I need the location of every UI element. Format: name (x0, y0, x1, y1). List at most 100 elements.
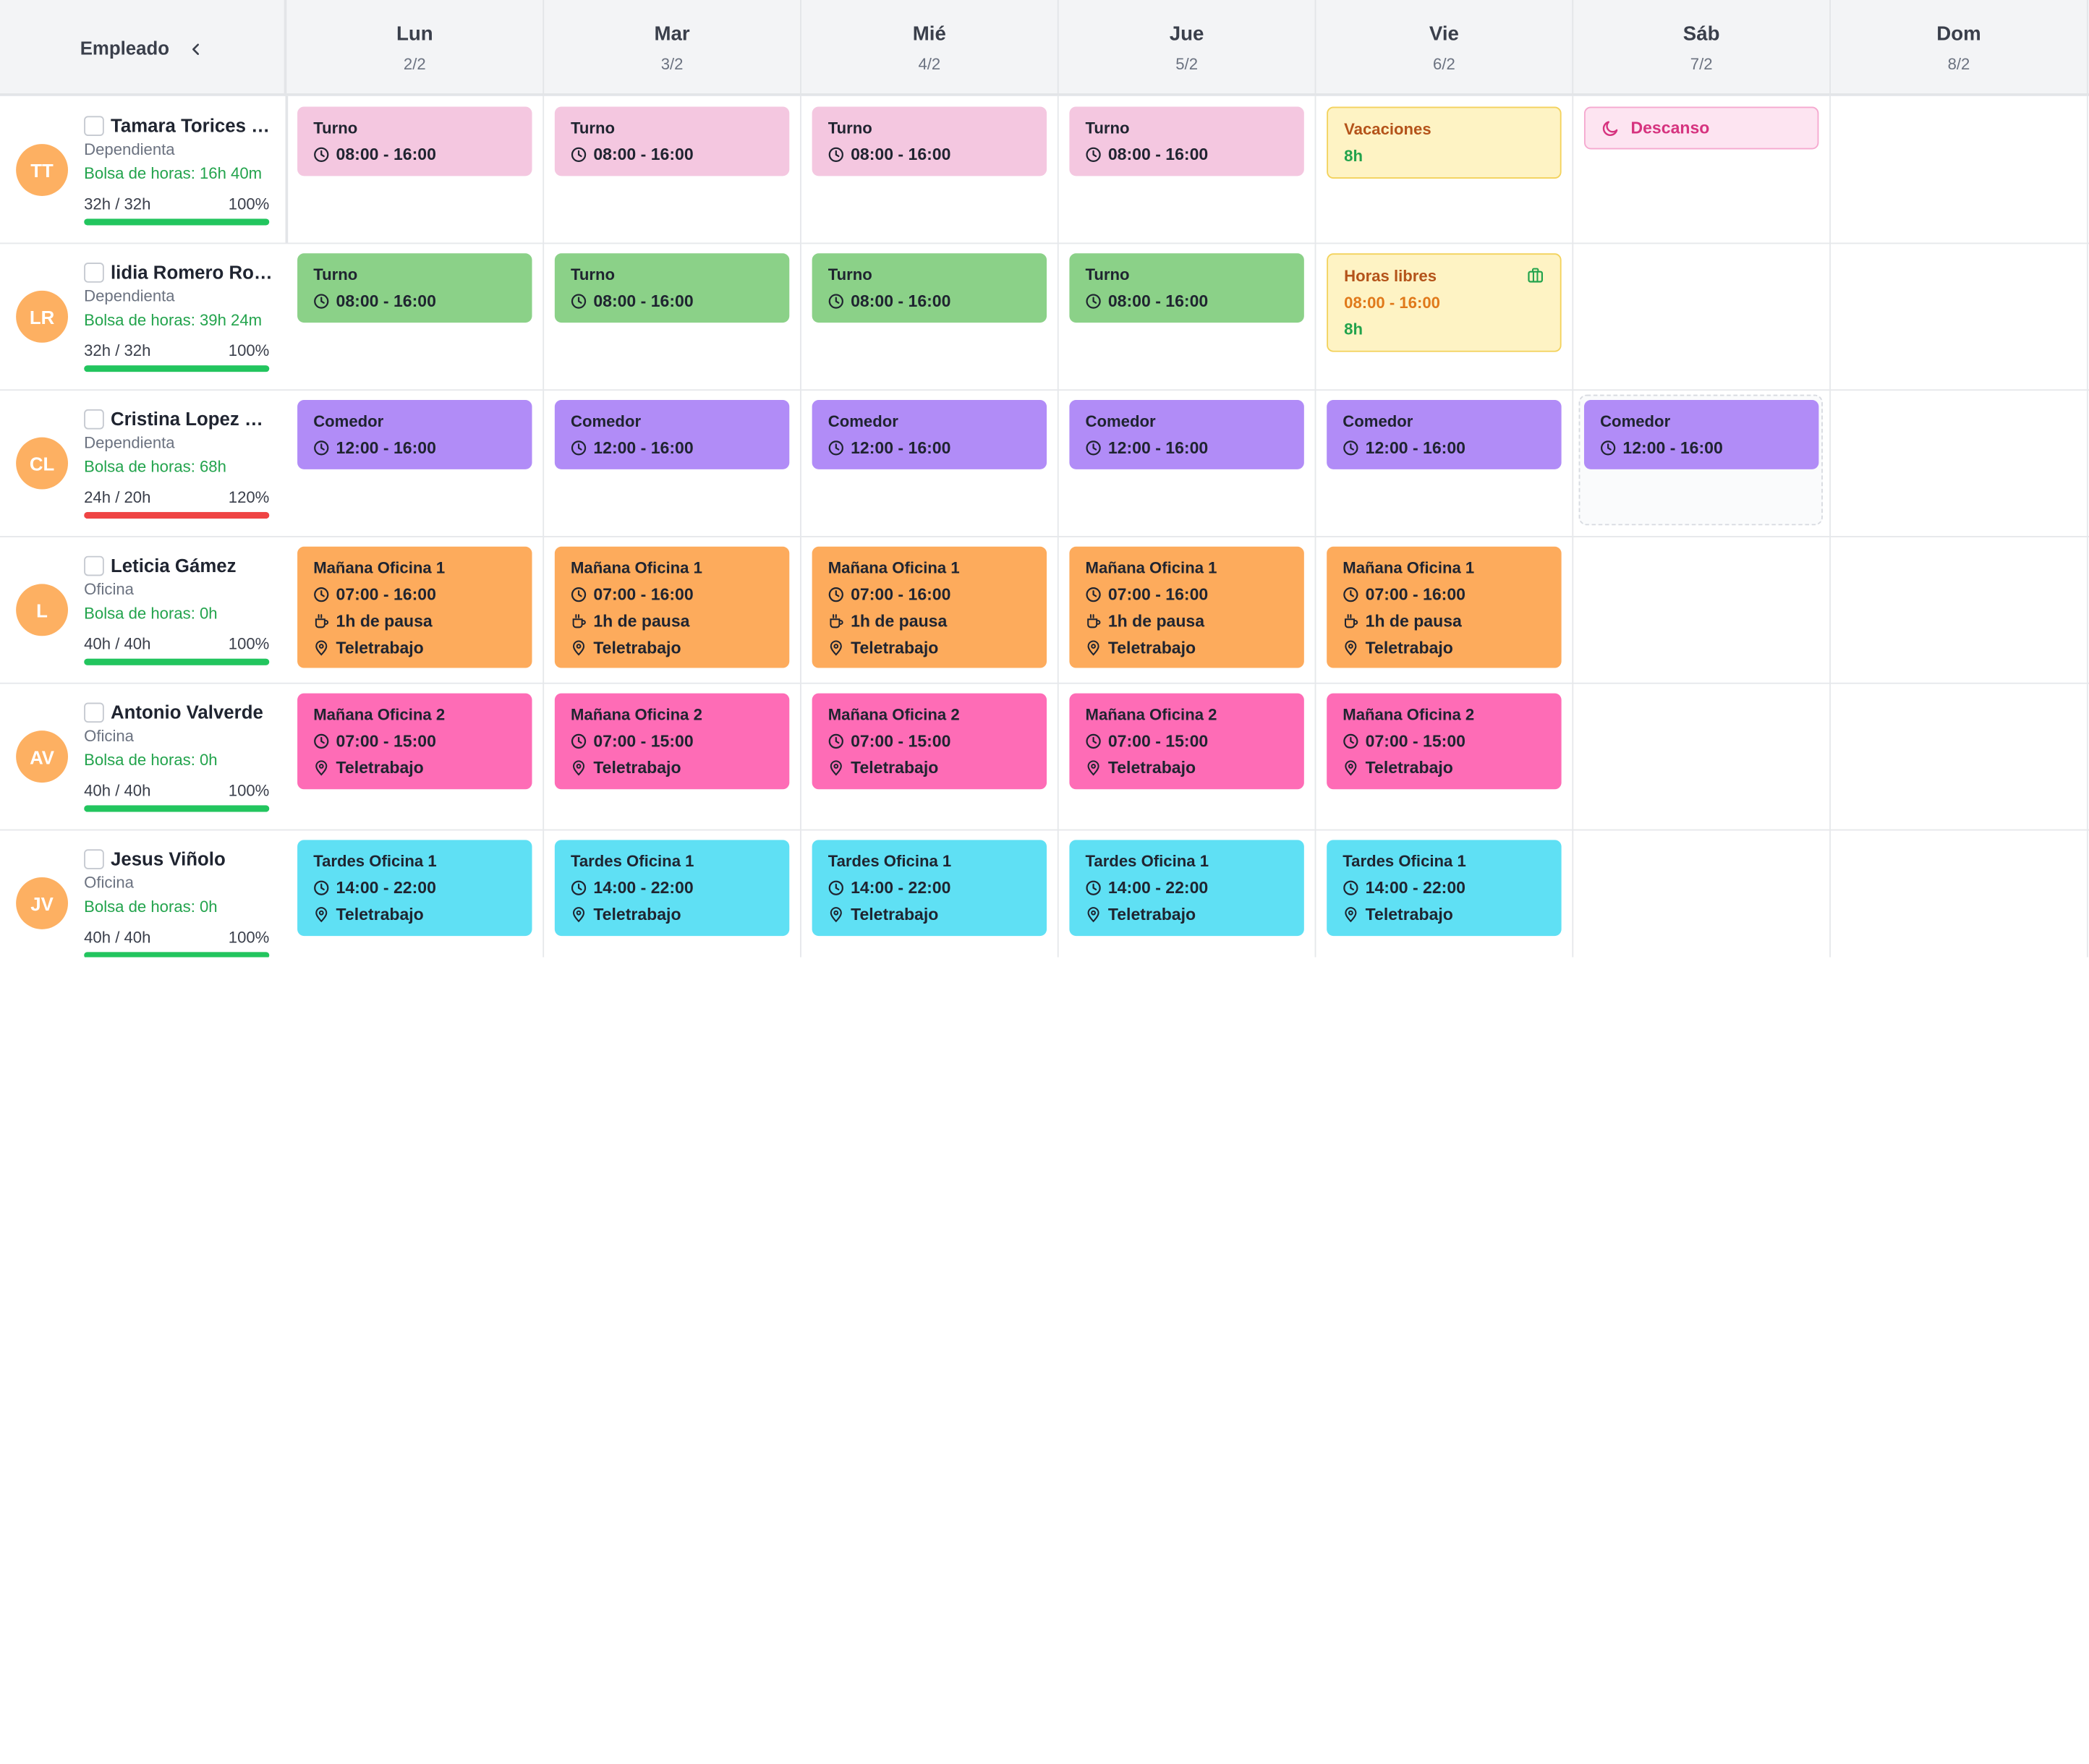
shift-time: 07:00 - 15:00 (593, 732, 694, 751)
employee-cell[interactable]: LR lidia Romero Rom... Dependienta Bolsa de… (0, 242, 285, 389)
employee-cell[interactable]: TT Tamara Torices Iz... Dependienta Bolsa d… (0, 96, 285, 243)
employee-role: Oficina (84, 579, 135, 599)
shift-title: Tardes Oficina 1 (1343, 851, 1466, 871)
row-divider (0, 242, 2089, 244)
shift-card[interactable]: Mañana Oficina 2 07:00 - 15:00 Teletrabajo (812, 693, 1047, 790)
avatar: AV (16, 730, 69, 783)
employee-name[interactable]: Leticia Gámez (111, 554, 237, 576)
employee-name[interactable]: Antonio Valverde (111, 701, 263, 723)
employee-column-label: Empleado (80, 37, 170, 59)
employee-checkbox[interactable] (84, 263, 104, 283)
shift-card[interactable]: Mañana Oficina 1 07:00 - 16:00 1h de pausa… (1327, 546, 1562, 668)
pin-icon (1343, 760, 1358, 776)
shift-card[interactable]: Vacaciones 8h (1327, 106, 1562, 179)
employee-column-header[interactable]: Empleado (0, 0, 287, 96)
shift-card[interactable]: Mañana Oficina 1 07:00 - 16:00 1h de pausa… (1069, 546, 1304, 668)
shift-time-row: 08:00 - 16:00 (828, 145, 1031, 164)
clock-icon (828, 294, 844, 310)
shift-location: Teletrabajo (1365, 638, 1453, 657)
employee-checkbox[interactable] (84, 116, 104, 137)
shift-location: Teletrabajo (1365, 758, 1453, 777)
employee-checkbox[interactable] (84, 849, 104, 869)
shift-card[interactable]: Tardes Oficina 1 14:00 - 22:00 Teletrabajo (812, 840, 1047, 937)
shift-card[interactable]: Tardes Oficina 1 14:00 - 22:00 Teletrabajo (1327, 840, 1562, 937)
shift-card[interactable]: Comedor 12:00 - 16:00 (554, 400, 790, 469)
shift-card[interactable]: Turno 08:00 - 16:00 (812, 106, 1047, 176)
shift-time: 07:00 - 16:00 (336, 585, 436, 605)
shift-time: 07:00 - 16:00 (1107, 585, 1209, 605)
hours-progress-fill (84, 511, 270, 519)
shift-card[interactable]: Mañana Oficina 1 07:00 - 16:00 1h de pausa… (554, 546, 790, 668)
shift-card[interactable]: Turno 08:00 - 16:00 (1069, 253, 1304, 323)
clock-icon (828, 587, 844, 602)
shift-location-row: Teletrabajo (1086, 906, 1288, 924)
shift-location: Teletrabajo (851, 905, 939, 924)
employee-checkbox[interactable] (84, 555, 104, 576)
employee-name[interactable]: Tamara Torices Iz... (111, 114, 273, 137)
shift-time-row: 08:00 - 16:00 (1086, 145, 1288, 164)
shift-card[interactable]: Mañana Oficina 2 07:00 - 15:00 Teletrabajo (1069, 693, 1304, 790)
shift-pause-row: 1h de pausa (1086, 612, 1288, 631)
day-header-3[interactable]: Jue 5/2 (1059, 0, 1316, 96)
row-divider (0, 536, 2089, 537)
clock-icon (1343, 440, 1358, 456)
chevron-left-icon[interactable] (188, 40, 204, 56)
day-header-6[interactable]: Dom 8/2 (1831, 0, 2088, 96)
shift-location: Teletrabajo (336, 905, 424, 924)
avatar: TT (16, 144, 69, 196)
shift-card[interactable]: Comedor 12:00 - 16:00 (1069, 400, 1304, 469)
day-header-0[interactable]: Lun 2/2 (286, 0, 545, 96)
shift-card[interactable]: Mañana Oficina 2 07:00 - 15:00 Teletrabajo (297, 693, 532, 790)
shift-time: 12:00 - 16:00 (593, 438, 694, 458)
employee-name[interactable]: Cristina Lopez Lo... (111, 408, 273, 430)
shift-card[interactable]: Comedor 12:00 - 16:00 (1583, 400, 1819, 469)
day-header-4[interactable]: Vie 6/2 (1316, 0, 1574, 96)
shift-card[interactable]: Tardes Oficina 1 14:00 - 22:00 Teletrabajo (1069, 840, 1304, 937)
shift-card[interactable]: Comedor 12:00 - 16:00 (297, 400, 532, 469)
cup-icon (571, 613, 587, 629)
hours-percent: 100% (228, 341, 270, 360)
clock-icon (1086, 587, 1102, 602)
shift-time: 07:00 - 15:00 (1107, 732, 1209, 751)
shift-time: 08:00 - 16:00 (1107, 291, 1209, 311)
shift-title: Tardes Oficina 1 (570, 851, 694, 871)
shift-card[interactable]: Mañana Oficina 1 07:00 - 16:00 1h de pausa… (812, 546, 1047, 668)
shift-location-row: Teletrabajo (828, 639, 1031, 657)
employee-checkbox[interactable] (84, 702, 104, 723)
employee-cell[interactable]: L Leticia Gámez Oficina Bolsa de horas: 0h 4… (0, 536, 285, 683)
shift-card[interactable]: Turno 08:00 - 16:00 (1069, 106, 1304, 176)
shift-card[interactable]: Mañana Oficina 1 07:00 - 16:00 1h de pausa… (297, 546, 532, 668)
shift-card[interactable]: Turno 08:00 - 16:00 (554, 253, 790, 323)
shift-time: 08:00 - 16:00 (1107, 145, 1209, 164)
employee-name[interactable]: lidia Romero Rom... (111, 261, 273, 283)
clock-icon (571, 733, 587, 749)
day-name: Mié (912, 22, 946, 46)
employee-name[interactable]: Jesus Viñolo (111, 848, 226, 869)
shift-card[interactable]: Comedor 12:00 - 16:00 (812, 400, 1047, 469)
day-header-1[interactable]: Mar 3/2 (544, 0, 801, 96)
shift-location: Teletrabajo (1107, 638, 1196, 657)
employee-checkbox[interactable] (84, 409, 104, 430)
employee-cell[interactable]: CL Cristina Lopez Lo... Dependienta Bolsa d… (0, 389, 285, 536)
rest-day-card[interactable]: Descanso (1583, 106, 1819, 150)
employee-role: Oficina (84, 726, 135, 746)
shift-title: Comedor (1343, 412, 1413, 431)
employee-cell[interactable]: AV Antonio Valverde Oficina Bolsa de horas:… (0, 683, 285, 830)
employee-cell[interactable]: JV Jesus Viñolo Oficina Bolsa de horas: 0h 4… (0, 830, 285, 958)
shift-card[interactable]: Tardes Oficina 1 14:00 - 22:00 Teletrabajo (297, 840, 532, 937)
shift-card[interactable]: Turno 08:00 - 16:00 (297, 106, 532, 176)
shift-card[interactable]: Horas libres 08:00 - 16:00 8h (1327, 253, 1562, 352)
shift-card[interactable]: Tardes Oficina 1 14:00 - 22:00 Teletrabajo (554, 840, 790, 937)
shift-card[interactable]: Mañana Oficina 2 07:00 - 15:00 Teletrabajo (554, 693, 790, 790)
hours-progress-fill (84, 658, 270, 665)
pin-icon (571, 640, 587, 656)
shift-card[interactable]: Mañana Oficina 2 07:00 - 15:00 Teletrabajo (1327, 693, 1562, 790)
shift-card[interactable]: Turno 08:00 - 16:00 (554, 106, 790, 176)
clock-icon (1086, 294, 1102, 310)
day-header-2[interactable]: Mié 4/2 (801, 0, 1059, 96)
hours-percent: 100% (228, 781, 270, 801)
shift-card[interactable]: Comedor 12:00 - 16:00 (1327, 400, 1562, 469)
shift-card[interactable]: Turno 08:00 - 16:00 (297, 253, 532, 323)
day-header-5[interactable]: Sáb 7/2 (1573, 0, 1831, 96)
shift-card[interactable]: Turno 08:00 - 16:00 (812, 253, 1047, 323)
